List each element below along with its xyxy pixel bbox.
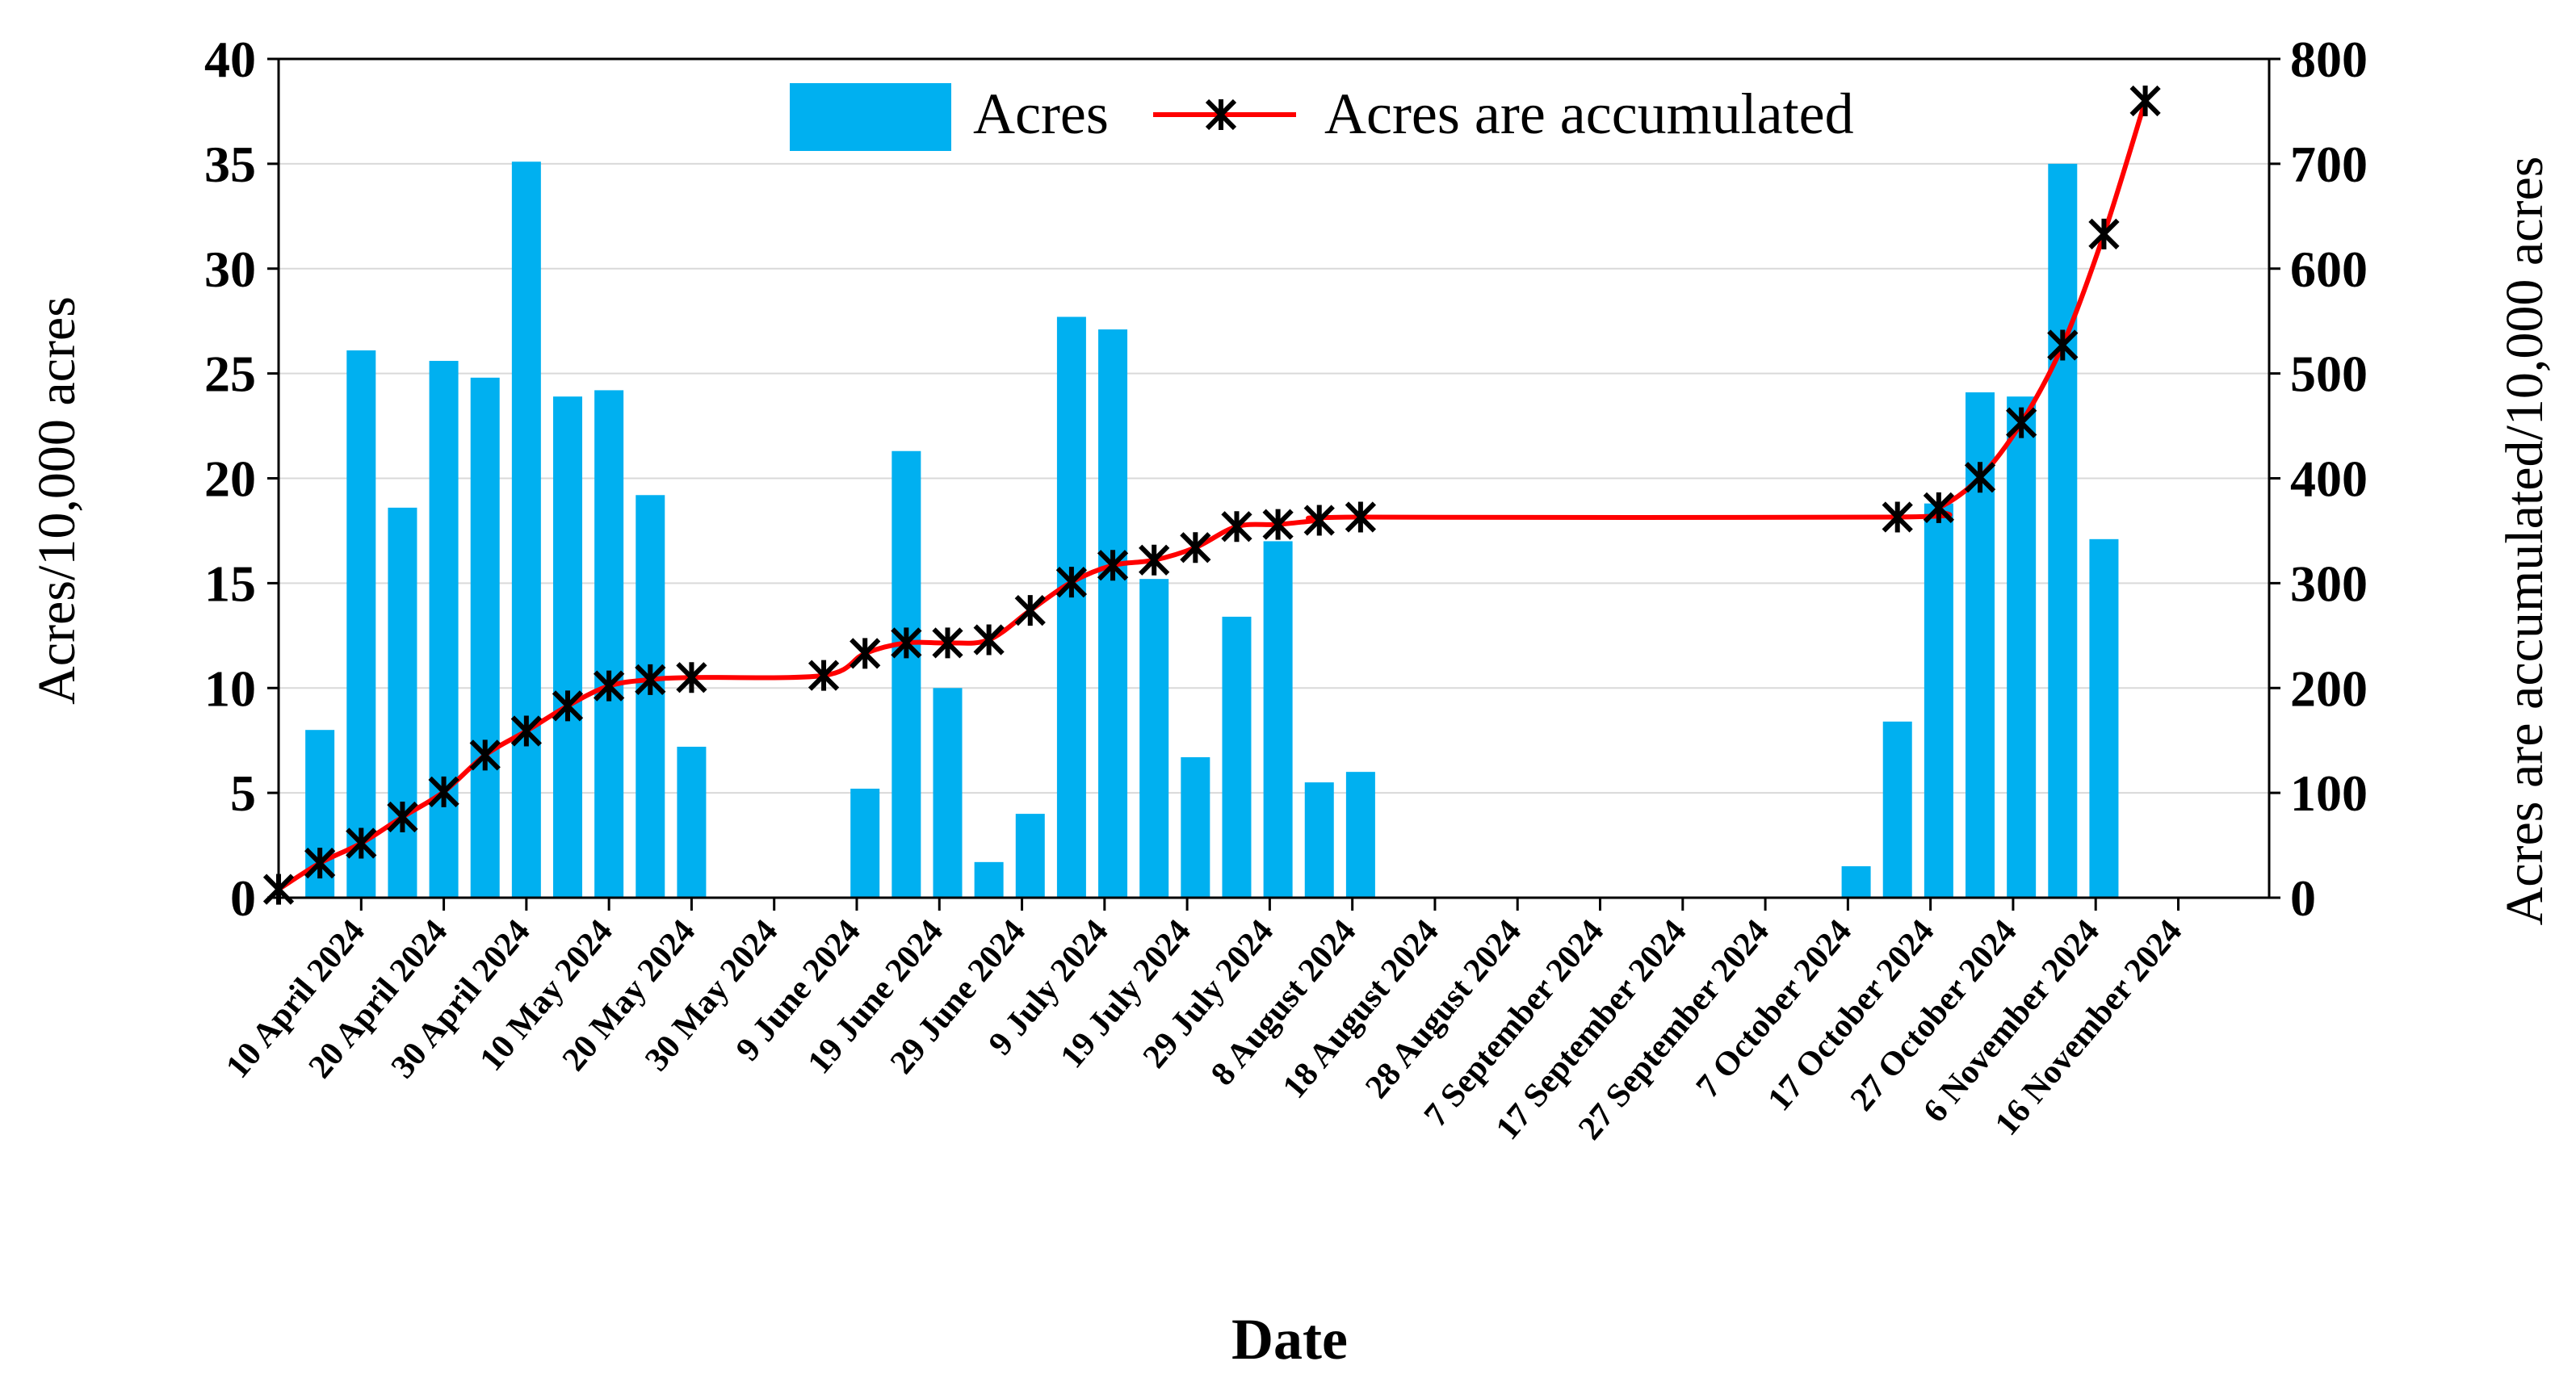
legend: Acres Acres are accumulated — [790, 82, 1854, 151]
left-tick-label: 40 — [204, 31, 256, 88]
left-tick-label: 30 — [204, 241, 256, 298]
line-marker — [1221, 511, 1252, 542]
bar — [1882, 721, 1912, 898]
right-tick-label: 800 — [2290, 31, 2368, 88]
left-tick-label: 15 — [204, 555, 256, 612]
right-tick-label: 500 — [2290, 346, 2368, 403]
left-tick-label: 25 — [204, 346, 256, 403]
left-axis-ticks: 0 5 10 15 20 25 30 35 40 — [204, 31, 279, 927]
bar — [933, 688, 963, 898]
right-tick-label: 400 — [2290, 450, 2368, 508]
line-marker — [1262, 509, 1294, 540]
legend-label-acres: Acres — [973, 82, 1109, 146]
line-marker — [304, 848, 336, 879]
line-marker — [1882, 501, 1913, 533]
line-marker — [932, 627, 963, 659]
line-marker — [891, 627, 922, 659]
bar — [1139, 579, 1169, 898]
line-marker — [387, 801, 418, 833]
line-marker — [1139, 544, 1170, 576]
bar — [346, 350, 376, 898]
bar — [594, 390, 624, 898]
line-marker — [1964, 462, 1996, 493]
left-tick-label: 5 — [230, 765, 256, 822]
right-axis-title: Acres are accumulated/10,000 acres — [2495, 157, 2554, 926]
line-marker — [552, 690, 584, 722]
line-marker — [1303, 505, 1335, 536]
line-marker — [635, 664, 666, 695]
bar — [892, 450, 921, 898]
line-marker — [1180, 532, 1211, 563]
line-marker — [676, 662, 707, 693]
left-axis-title: Acres/10,000 acres — [27, 296, 86, 705]
legend-marker — [1205, 98, 1237, 131]
left-tick-label: 0 — [230, 869, 256, 927]
bar — [1181, 756, 1210, 898]
line-marker — [2129, 85, 2161, 117]
line-series — [262, 85, 2161, 905]
bar — [470, 377, 500, 898]
line-marker — [850, 638, 881, 669]
bar — [1056, 316, 1086, 898]
right-tick-label: 200 — [2290, 660, 2368, 717]
bar — [1304, 782, 1334, 898]
line-marker — [428, 776, 459, 807]
line-marker — [469, 739, 501, 771]
bar — [552, 396, 582, 898]
right-tick-label: 100 — [2290, 765, 2368, 822]
bar — [511, 161, 541, 899]
legend-label-accumulated: Acres are accumulated — [1324, 82, 1854, 146]
bar — [1841, 866, 1871, 898]
line-marker — [1055, 566, 1088, 598]
line-marker — [808, 660, 840, 691]
line-marker — [2047, 329, 2079, 361]
bar — [429, 361, 459, 898]
line-marker — [510, 715, 542, 747]
right-tick-label: 0 — [2290, 869, 2316, 927]
right-tick-label: 300 — [2290, 555, 2368, 612]
left-tick-label: 10 — [204, 660, 256, 717]
right-tick-label: 600 — [2290, 241, 2368, 298]
bar — [1924, 503, 1953, 898]
line-marker — [1923, 492, 1954, 523]
left-tick-label: 35 — [204, 136, 256, 193]
line-marker — [2006, 407, 2037, 438]
line-marker — [1014, 595, 1046, 626]
line-marker — [594, 670, 625, 702]
bar — [850, 788, 880, 898]
legend-bar-swatch — [790, 83, 951, 151]
bar — [1345, 772, 1375, 898]
bar — [388, 507, 417, 898]
line-marker — [1097, 550, 1129, 581]
line-marker — [1345, 501, 1377, 533]
line-marker — [2088, 218, 2120, 250]
bar — [1222, 616, 1252, 898]
bar — [1015, 814, 1045, 898]
bar — [2089, 538, 2119, 898]
bar — [636, 495, 665, 898]
bar — [2007, 396, 2037, 898]
right-tick-label: 700 — [2290, 136, 2368, 193]
x-axis-title: Date — [1231, 1307, 1348, 1372]
right-axis-ticks: 0 100 200 300 400 500 600 700 800 — [2269, 31, 2368, 927]
bar — [1263, 541, 1293, 898]
line-marker — [973, 624, 1005, 656]
line-marker — [346, 827, 377, 859]
bar — [2048, 163, 2078, 898]
bar — [1098, 329, 1128, 898]
bar — [677, 746, 707, 898]
bar-series — [305, 161, 2119, 899]
bar — [974, 861, 1004, 898]
left-tick-label: 20 — [204, 450, 256, 508]
